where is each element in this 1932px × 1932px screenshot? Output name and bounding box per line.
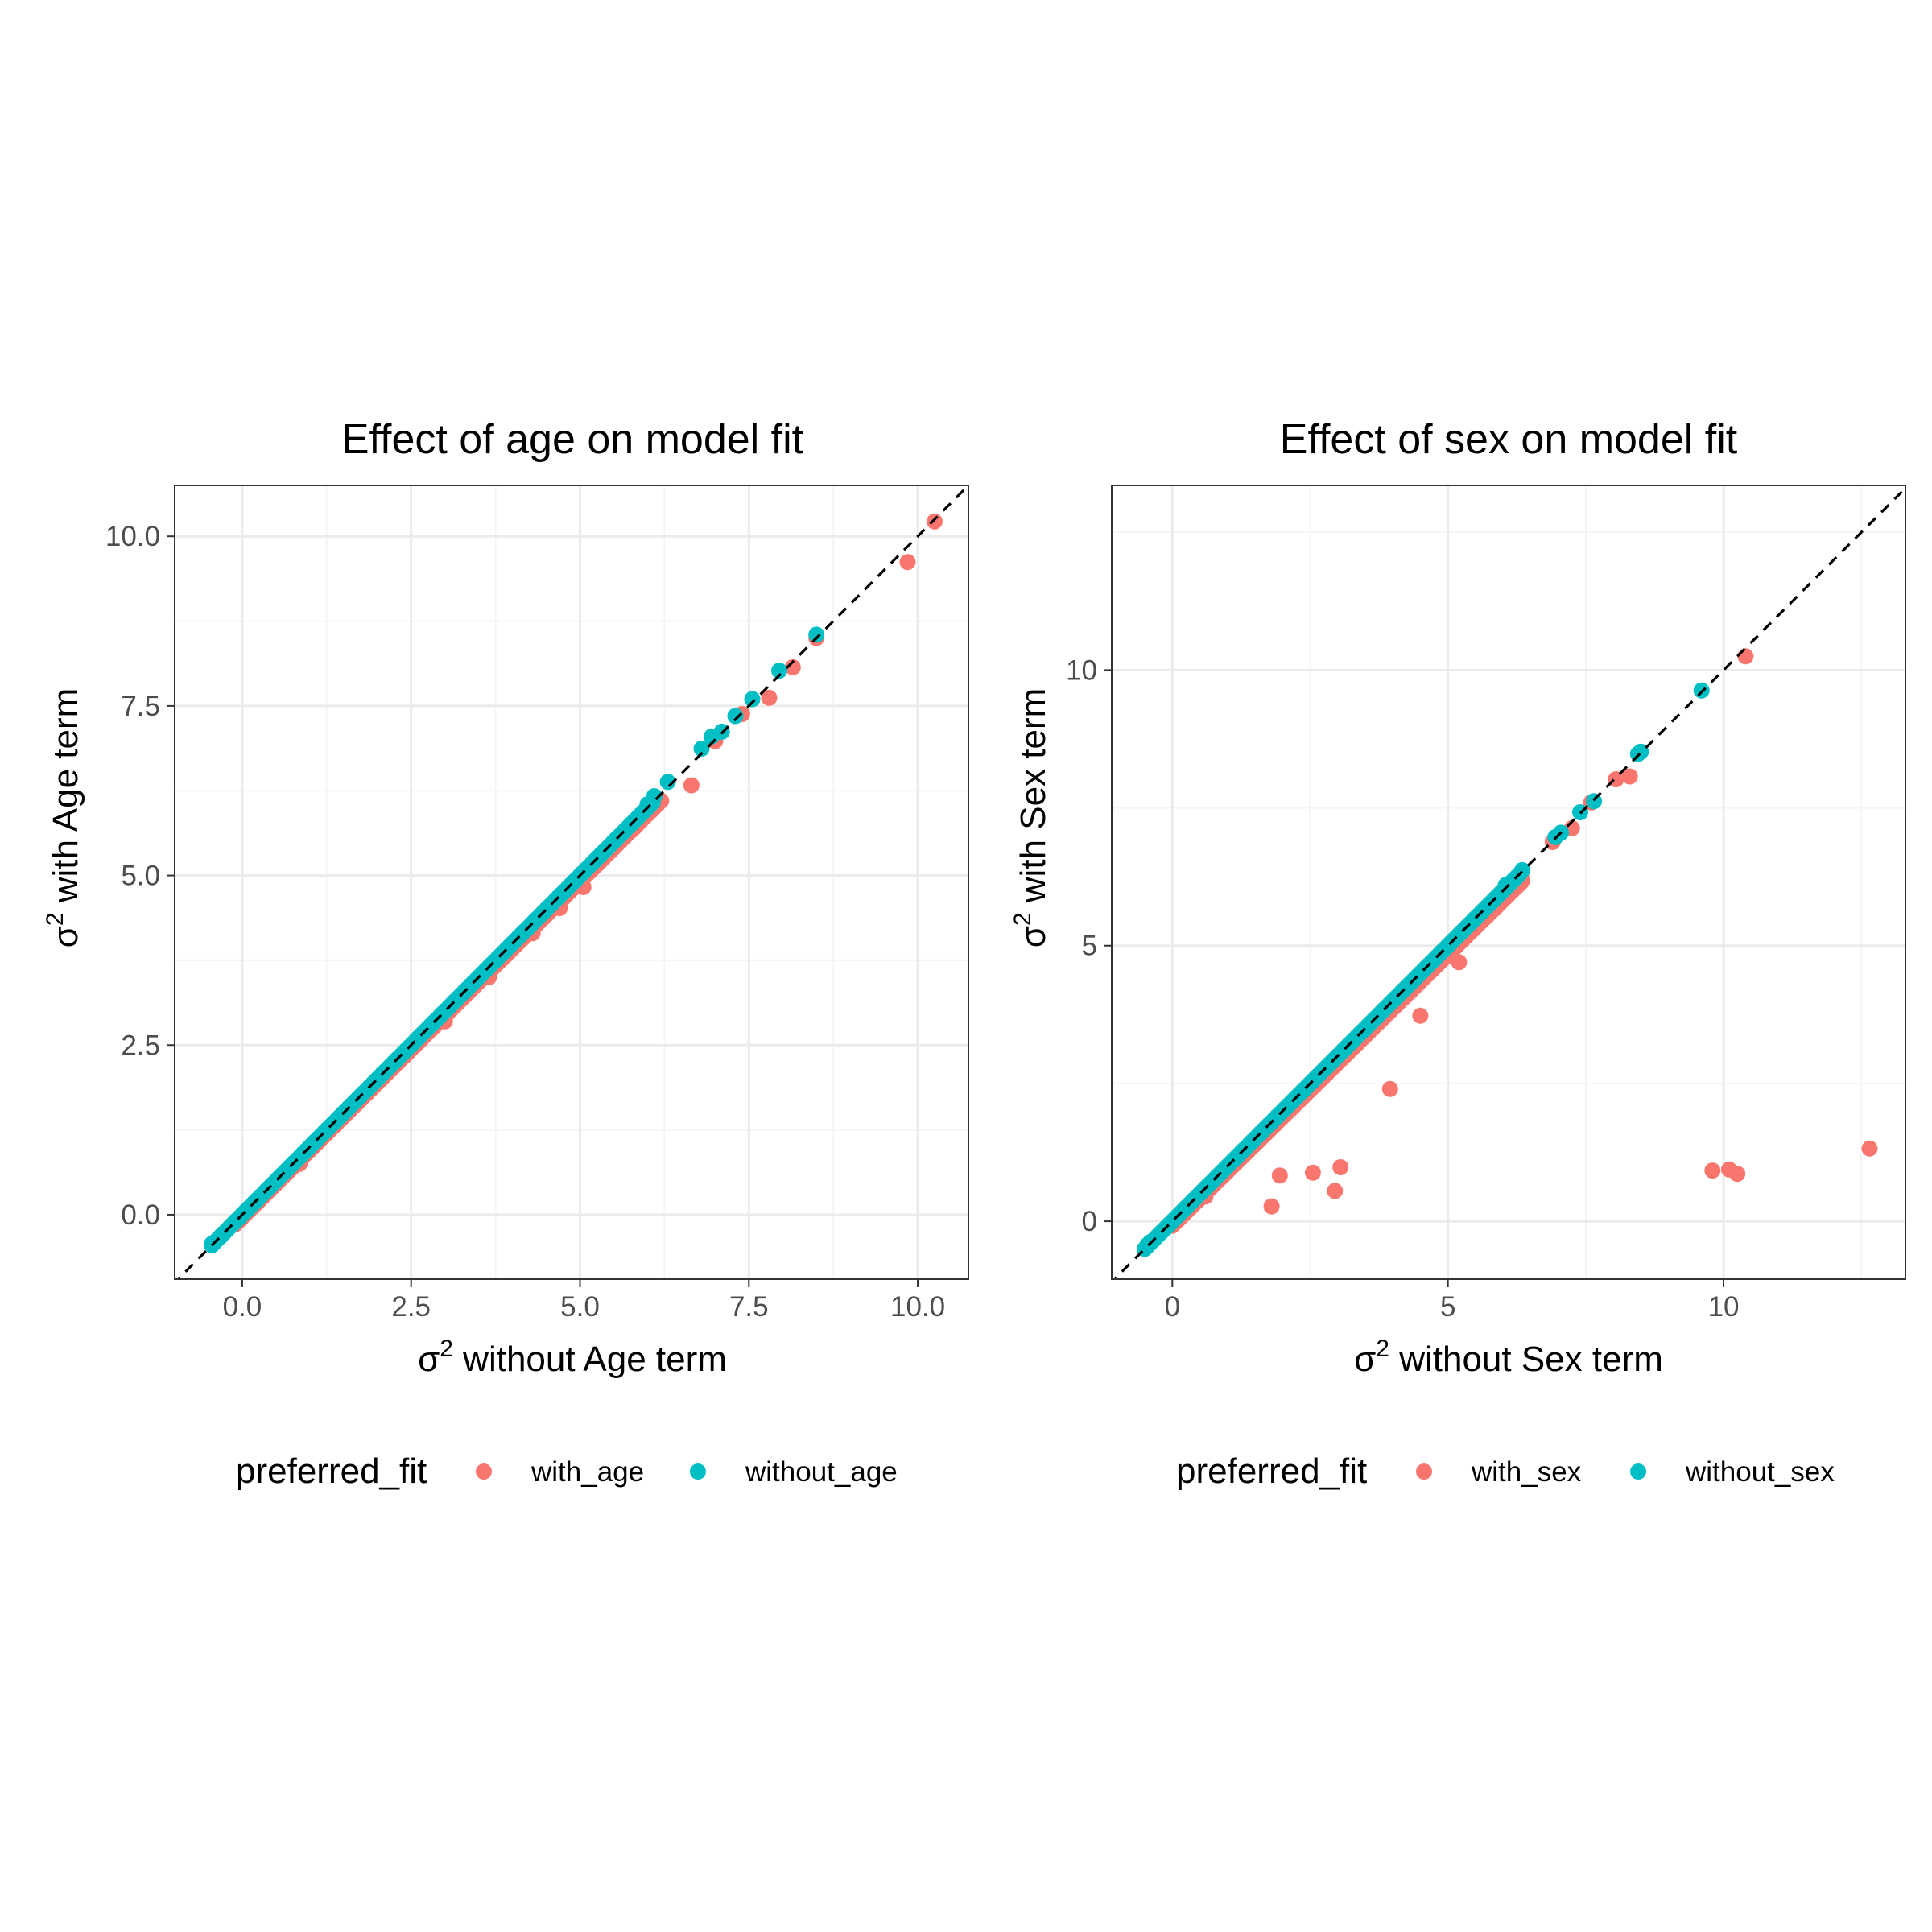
chart-sex-legend: preferred_fit with_sex without_sex <box>1176 1451 1835 1491</box>
chart-sex-point-with_sex <box>1621 768 1638 785</box>
chart-sex-point-with_sex <box>1451 954 1468 971</box>
chart-sex-point-with_sex <box>1271 1167 1288 1184</box>
chart-age-point-without_age <box>693 741 710 757</box>
chart-sex-y-axis-title: σ2 with Sex term <box>1009 688 1053 948</box>
chart-age-title: Effect of age on model fit <box>341 416 804 463</box>
chart-age-point-without_age <box>744 691 761 708</box>
chart-age-y-tick-label: 2.5 <box>121 1030 160 1061</box>
chart-age-legend: preferred_fit with_age without_age <box>236 1451 898 1491</box>
chart-age-point-with_age <box>784 658 801 675</box>
chart-sex-point-with_sex <box>1327 1183 1344 1199</box>
chart-sex-point-with_sex <box>1861 1140 1878 1157</box>
chart-age-x-axis-title: σ2 without Age term <box>418 1335 727 1379</box>
chart-age-point-without_age <box>727 708 744 724</box>
chart-sex-point-with_sex <box>1737 648 1754 665</box>
chart-sex-x-axis-title: σ2 without Sex term <box>1354 1335 1663 1379</box>
chart-sex-x-tick-label: 10 <box>1708 1291 1740 1323</box>
chart-age-y-axis-title: σ2 with Age term <box>42 688 85 948</box>
chart-age-point-with_age <box>761 689 778 706</box>
chart-age-point-with_age <box>683 777 700 794</box>
chart-sex-point-with_sex <box>1720 1161 1737 1178</box>
chart-age-x-tick-label: 5.0 <box>560 1291 600 1323</box>
chart-age-y-tick-label: 5.0 <box>121 861 160 892</box>
chart-sex-point-with_sex <box>1381 1080 1398 1097</box>
chart-sex-legend-key-without <box>1630 1463 1646 1480</box>
chart-age-x-tick-label: 7.5 <box>729 1291 769 1323</box>
chart-age-point-with_age <box>927 513 943 530</box>
chart-age-point-without_age <box>639 796 656 813</box>
chart-age-points <box>204 513 943 1253</box>
chart-sex-legend-label-with: with_sex <box>1471 1456 1582 1488</box>
chart-age-y-tick-label: 0.0 <box>121 1199 160 1231</box>
chart-age-point-without_age <box>771 663 787 679</box>
chart-age-y-tick-label: 7.5 <box>121 691 160 722</box>
chart-sex-x-tick-label: 0 <box>1165 1291 1180 1323</box>
chart-sex-legend-key-with <box>1416 1463 1432 1480</box>
chart-age: Effect of age on model fit 0.0 2.5 5.0 7.5 1… <box>42 416 969 1491</box>
chart-sex-y-tick-label: 10 <box>1066 654 1097 686</box>
chart-age-x-tick-label: 2.5 <box>391 1291 431 1323</box>
chart-sex-plot-area: 0 5 10 0 5 10 <box>1066 485 1906 1323</box>
chart-age-legend-label-without: without_age <box>745 1456 898 1488</box>
chart-sex-point-with_sex <box>1704 1162 1721 1179</box>
chart-age-legend-key-without <box>690 1463 706 1480</box>
chart-sex-point-without_sex <box>1497 877 1514 894</box>
chart-sex-point-with_sex <box>1263 1198 1280 1215</box>
chart-age-legend-label-with: with_age <box>530 1456 644 1488</box>
chart-age-point-with_age <box>899 554 916 571</box>
chart-age-x-tick-label: 10.0 <box>890 1291 945 1323</box>
chart-sex-identity-line <box>1113 486 1905 1279</box>
chart-sex-point-with_sex <box>1412 1007 1429 1024</box>
chart-sex-point-with_sex <box>1332 1159 1349 1175</box>
chart-sex-panel-border <box>1111 485 1906 1280</box>
chart-age-point-without_age <box>808 626 825 643</box>
chart-age-plot-area: 0.0 2.5 5.0 7.5 10.0 0.0 2.5 5.0 7.5 10.0 <box>105 485 969 1323</box>
chart-sex-x-tick-label: 5 <box>1440 1291 1455 1323</box>
chart-age-y-tick-label: 10.0 <box>105 521 160 552</box>
chart-age-x-tick-label: 0.0 <box>223 1291 262 1323</box>
chart-age-legend-key-with <box>476 1463 492 1480</box>
chart-sex: Effect of sex on model fit 0 5 10 0 5 10 σ2 w… <box>1009 416 1906 1491</box>
chart-sex-y-tick-label: 0 <box>1082 1206 1097 1237</box>
chart-sex-legend-title: preferred_fit <box>1176 1451 1367 1491</box>
chart-sex-legend-label-without: without_sex <box>1685 1456 1835 1488</box>
chart-sex-title: Effect of sex on model fit <box>1280 416 1738 463</box>
chart-age-legend-title: preferred_fit <box>236 1451 427 1491</box>
chart-sex-point-with_sex <box>1304 1164 1321 1181</box>
chart-age-panel-border <box>174 485 969 1280</box>
chart-age-identity-line <box>175 485 968 1279</box>
chart-age-point-without_age <box>659 774 676 791</box>
chart-sex-y-tick-label: 5 <box>1082 931 1097 962</box>
